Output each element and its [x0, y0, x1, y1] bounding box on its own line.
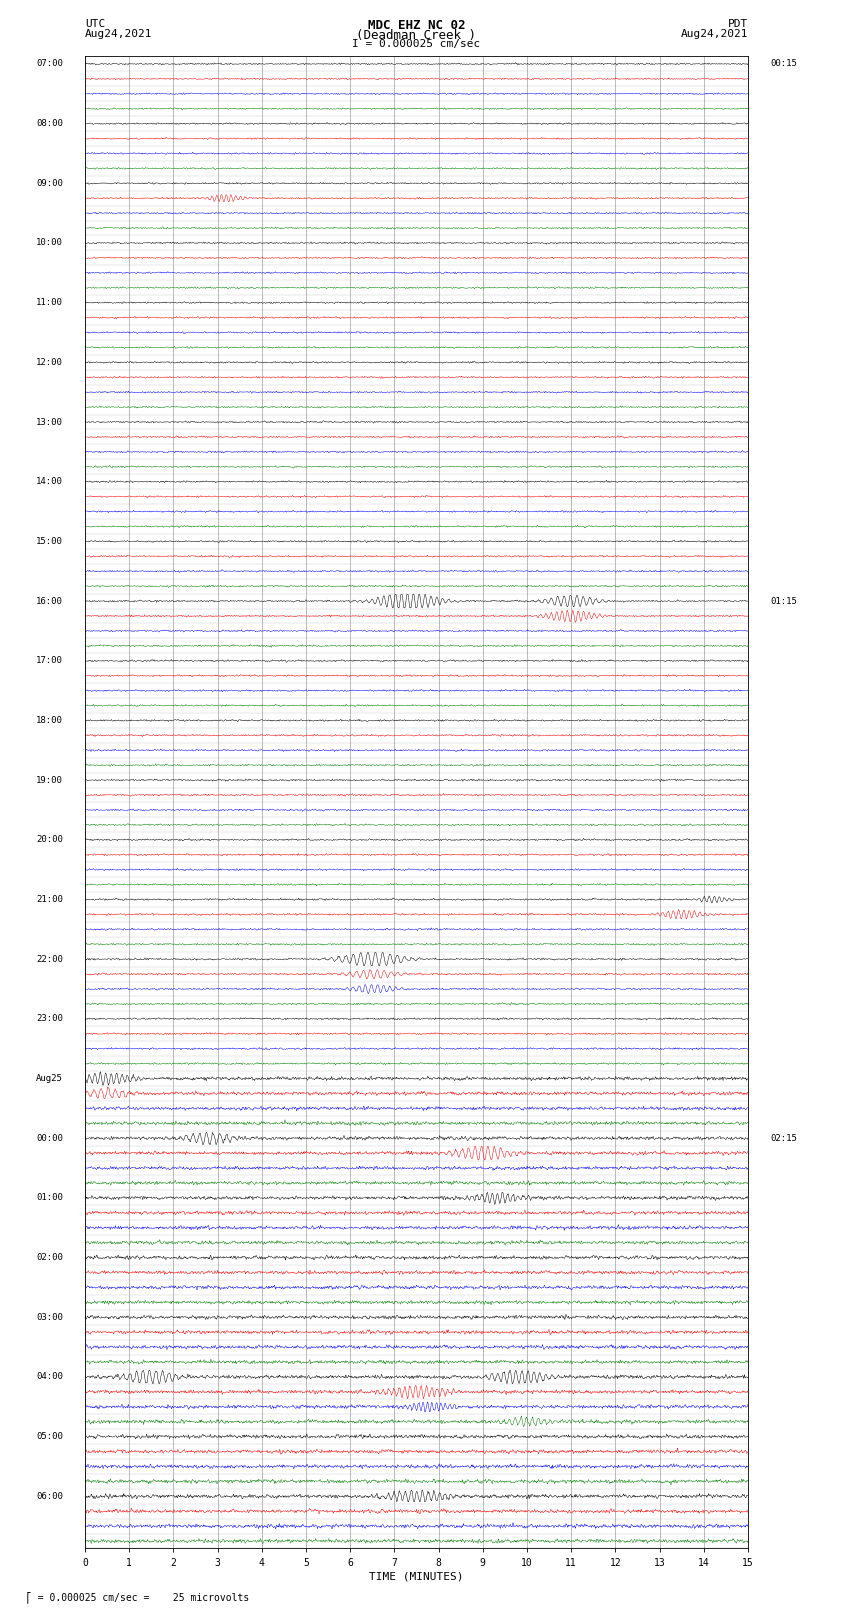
Text: Aug24,2021: Aug24,2021 [681, 29, 748, 39]
Text: 10:00: 10:00 [36, 239, 63, 247]
Text: UTC: UTC [85, 19, 105, 29]
Text: Aug24,2021: Aug24,2021 [85, 29, 152, 39]
Text: 03:00: 03:00 [36, 1313, 63, 1321]
Text: 09:00: 09:00 [36, 179, 63, 187]
Text: Aug25: Aug25 [36, 1074, 63, 1082]
Text: I = 0.000025 cm/sec: I = 0.000025 cm/sec [353, 39, 480, 48]
Text: 16:00: 16:00 [36, 597, 63, 605]
Text: 22:00: 22:00 [36, 955, 63, 963]
X-axis label: TIME (MINUTES): TIME (MINUTES) [369, 1571, 464, 1582]
Text: 04:00: 04:00 [36, 1373, 63, 1381]
Text: MDC EHZ NC 02: MDC EHZ NC 02 [368, 19, 465, 32]
Text: 11:00: 11:00 [36, 298, 63, 306]
Text: 19:00: 19:00 [36, 776, 63, 784]
Text: 07:00: 07:00 [36, 60, 63, 68]
Text: 21:00: 21:00 [36, 895, 63, 903]
Text: 18:00: 18:00 [36, 716, 63, 724]
Text: 08:00: 08:00 [36, 119, 63, 127]
Text: 20:00: 20:00 [36, 836, 63, 844]
Text: 00:15: 00:15 [770, 60, 797, 68]
Text: 12:00: 12:00 [36, 358, 63, 366]
Text: ⎡ = 0.000025 cm/sec =    25 microvolts: ⎡ = 0.000025 cm/sec = 25 microvolts [26, 1592, 249, 1603]
Text: 01:00: 01:00 [36, 1194, 63, 1202]
Text: 17:00: 17:00 [36, 656, 63, 665]
Text: 02:00: 02:00 [36, 1253, 63, 1261]
Text: 13:00: 13:00 [36, 418, 63, 426]
Text: 02:15: 02:15 [770, 1134, 797, 1142]
Text: (Deadman Creek ): (Deadman Creek ) [356, 29, 477, 42]
Text: 23:00: 23:00 [36, 1015, 63, 1023]
Text: 01:15: 01:15 [770, 597, 797, 605]
Text: 00:00: 00:00 [36, 1134, 63, 1142]
Text: 15:00: 15:00 [36, 537, 63, 545]
Text: 05:00: 05:00 [36, 1432, 63, 1440]
Text: 14:00: 14:00 [36, 477, 63, 486]
Text: 06:00: 06:00 [36, 1492, 63, 1500]
Text: PDT: PDT [728, 19, 748, 29]
